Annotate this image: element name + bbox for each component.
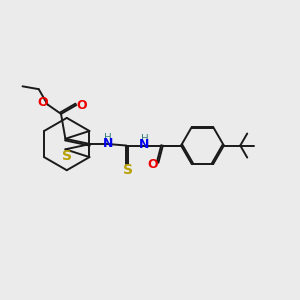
- Text: O: O: [37, 97, 47, 110]
- Text: O: O: [148, 158, 158, 171]
- Text: N: N: [139, 138, 150, 152]
- Text: S: S: [62, 149, 72, 163]
- Text: H: H: [140, 134, 148, 144]
- Text: N: N: [103, 137, 113, 150]
- Text: H: H: [104, 133, 112, 142]
- Text: S: S: [123, 163, 133, 177]
- Text: O: O: [76, 99, 87, 112]
